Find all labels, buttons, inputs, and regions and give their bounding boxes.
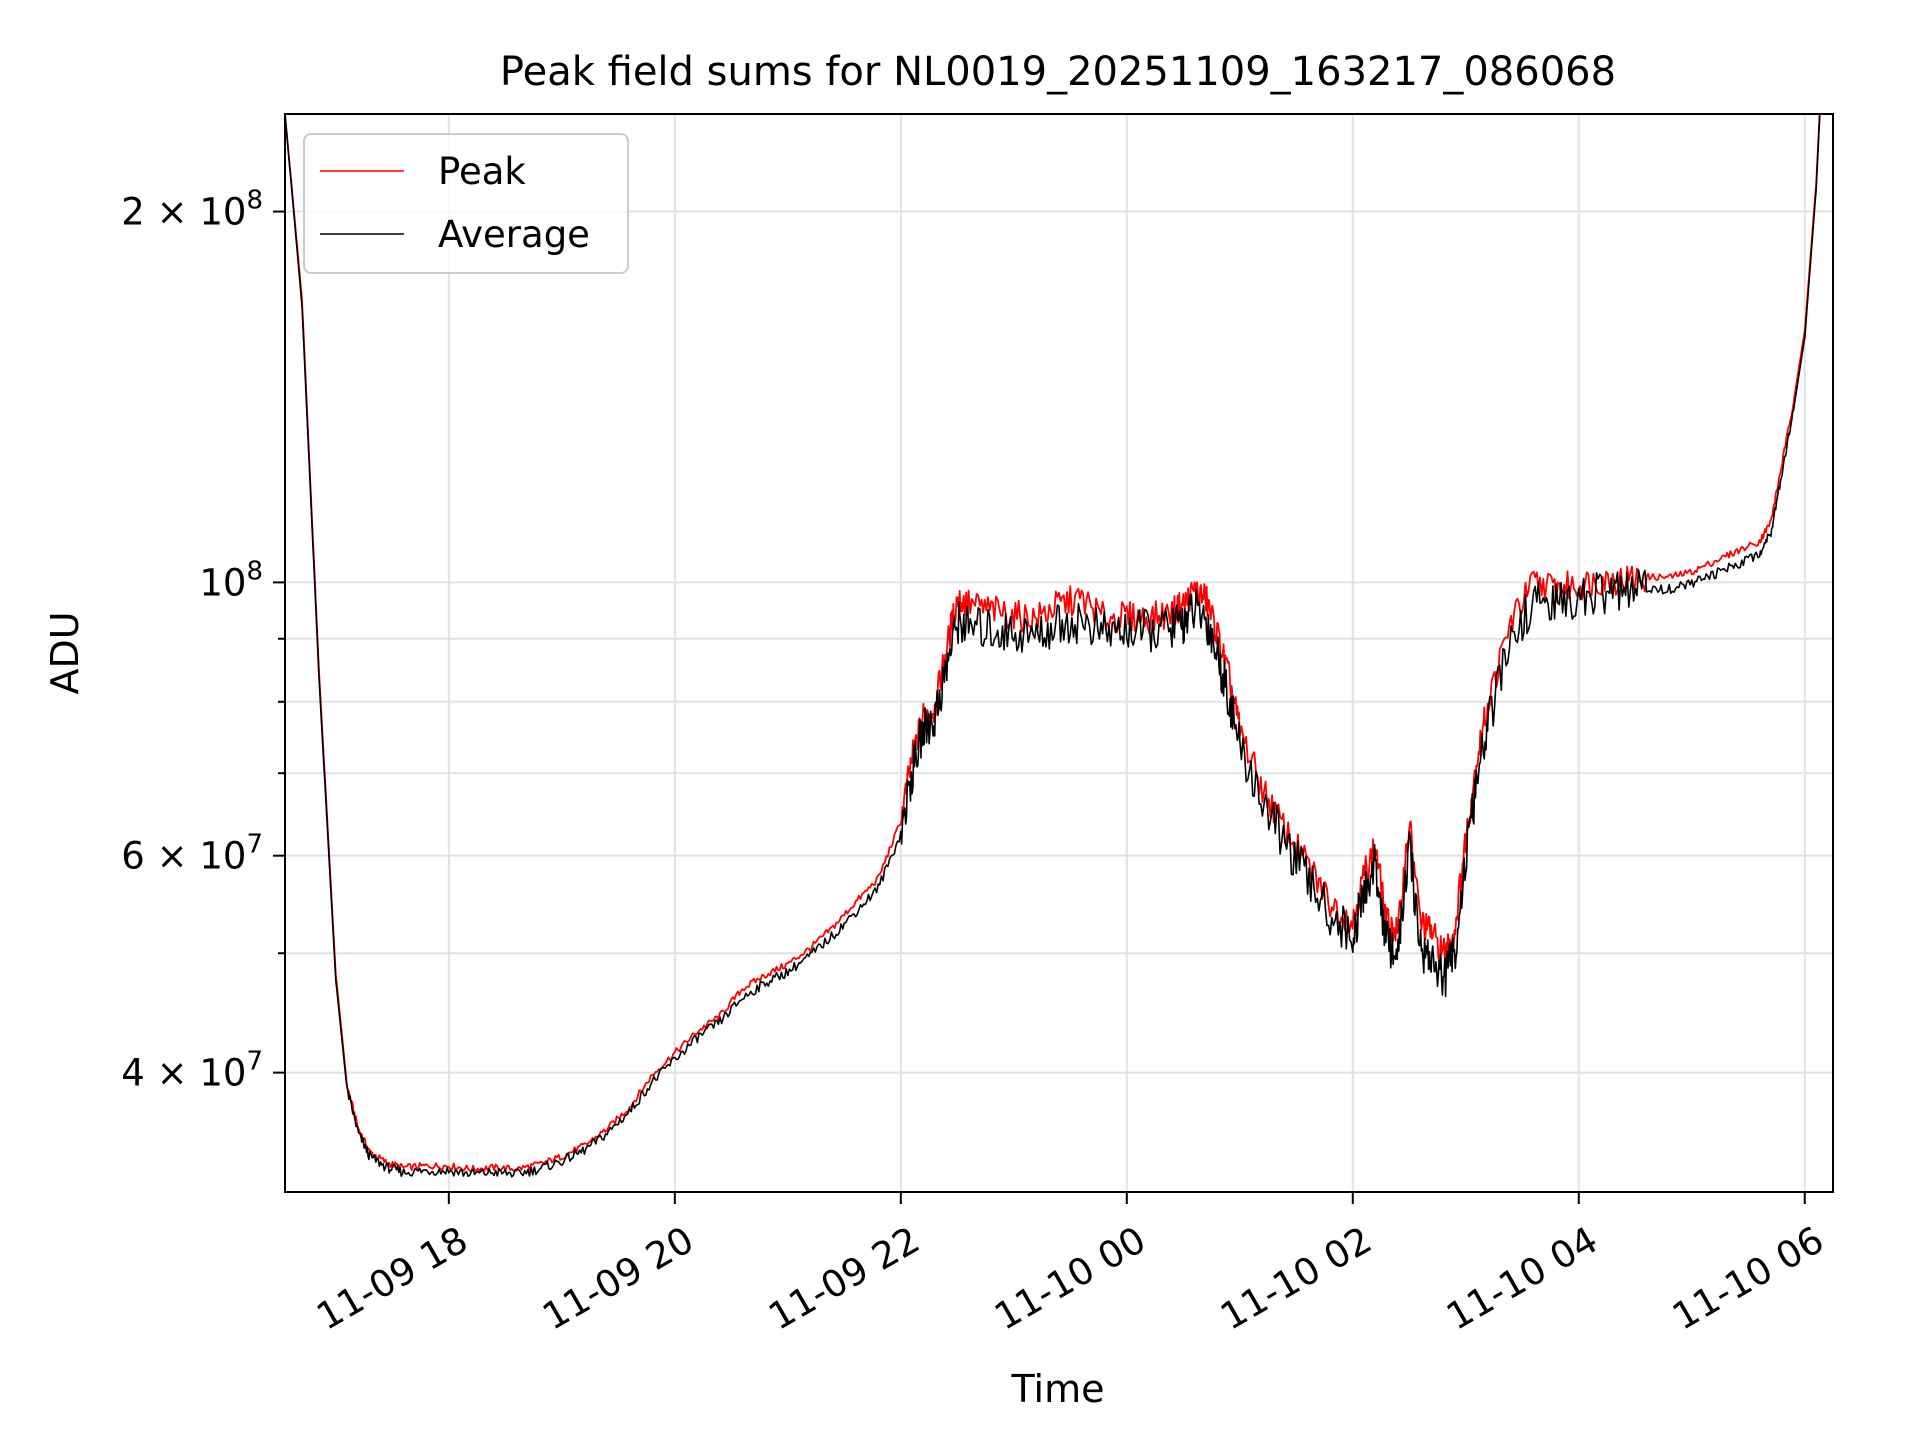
x-tick-label: 11-09 22: [761, 1218, 927, 1338]
series-layer: [285, 114, 1821, 1178]
y-tick-label: 4 × 107: [121, 1047, 263, 1095]
x-tick-label: 11-09 20: [535, 1218, 701, 1338]
x-tick-label: 11-10 02: [1213, 1218, 1379, 1338]
y-tick-label: 2 × 108: [121, 186, 263, 234]
chart-title: Peak field sums for NL0019_20251109_1632…: [500, 49, 1616, 95]
y-axis: 4 × 107 6 × 107 108 2 × 108: [121, 186, 285, 1095]
x-axis: 11-09 18 11-09 20 11-09 22 11-10 00 11-10 02…: [309, 1192, 1831, 1339]
y-axis-label: ADU: [43, 611, 87, 694]
legend-label-average: Average: [438, 213, 590, 256]
legend-box: [303, 133, 629, 274]
legend-label-peak: Peak: [438, 150, 526, 193]
plot-area-frame: [284, 113, 1834, 1193]
x-tick-label: 11-10 00: [987, 1218, 1153, 1338]
x-axis-label: Time: [1011, 1367, 1105, 1411]
x-tick-label: 11-10 04: [1439, 1218, 1605, 1338]
x-tick-label: 11-09 18: [309, 1218, 475, 1338]
series-line-average: [285, 114, 1821, 1178]
legend: Peak Average: [303, 133, 629, 274]
y-tick-label: 6 × 107: [121, 830, 263, 878]
y-tick-label: 108: [199, 556, 263, 604]
x-tick-label: 11-10 06: [1665, 1218, 1831, 1338]
grid-lines: [285, 114, 1833, 1192]
